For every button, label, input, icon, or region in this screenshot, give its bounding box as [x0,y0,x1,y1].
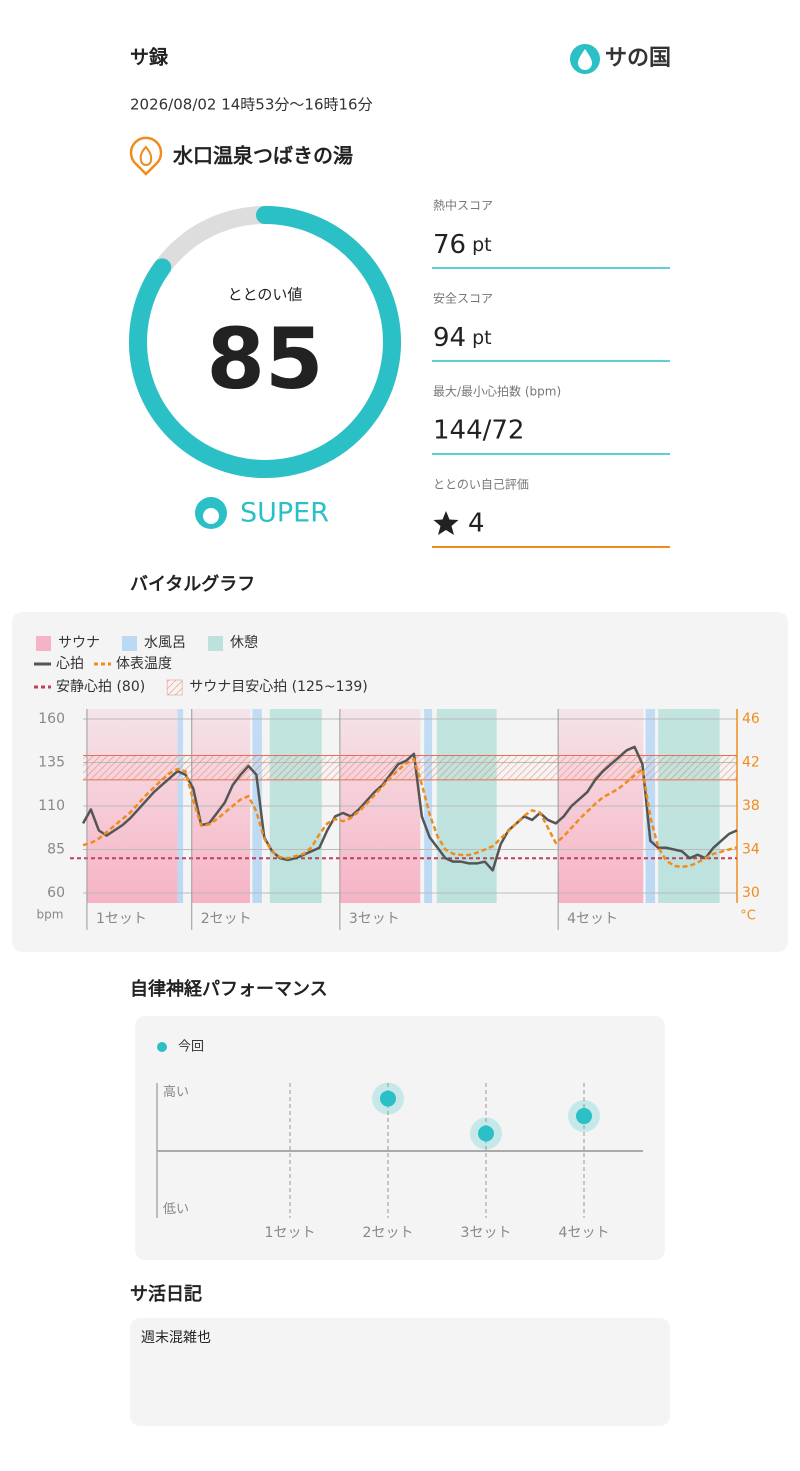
y2-tick-label: 34 [742,842,760,858]
stat-value: 76 pt [433,230,492,260]
legend-swatch [208,636,223,651]
facility-icon [129,136,163,176]
legend-swatch [122,636,137,651]
x-tick-label: 3セット [461,1225,512,1241]
point [576,1108,592,1125]
rank-icon-face [203,508,219,524]
section-title: 自律神経パフォーマンス [130,978,328,1000]
gauge-arc [129,206,401,478]
point [478,1125,494,1142]
legend-label: 休憩 [230,634,258,651]
stat-unit: pt [472,234,492,256]
point [380,1090,396,1107]
x-tick-label: 4セット [559,1225,610,1241]
y-tick-label: 60 [47,885,65,901]
flame-icon [139,145,153,166]
set-label: 4セット [567,911,618,927]
stat-label: 安全スコア [433,292,493,306]
y2-tick-label: 30 [742,885,760,901]
stat-unit: pt [472,327,492,349]
x-tick-label: 1セット [265,1225,316,1241]
y-tick-label: 135 [38,755,65,771]
y-tick-label: 低い [163,1202,189,1217]
y2-tick-label: 38 [742,798,760,814]
score-value: 85 [207,310,324,408]
legend-swatch [36,636,51,651]
star-icon [433,511,459,535]
datetime: 2026/08/02 14時53分〜16時16分 [130,96,373,114]
y2-tick-label: 46 [742,711,760,727]
legend-label: 心拍 [56,656,84,672]
series-line [81,745,738,872]
legend-label: サウナ目安心拍 (125~139) [189,679,368,695]
stat-label: 熱中スコア [433,198,493,213]
section-title: サ活日記 [130,1283,202,1305]
chart-panel [135,1016,665,1260]
set-label: 3セット [349,911,400,927]
stat-number: 76 [433,230,466,260]
stat-label: 最大/最小心拍数 (bpm) [433,384,561,399]
legend-label: 今回 [178,1039,204,1055]
legend-swatch [157,1042,167,1052]
vital-chart: 60 85 110 135 160 30 34 38 42 46 bpm °C 1セット 2セット 3セット… [34,634,760,930]
stat-value: 94 pt [433,323,492,353]
set-label: 2セット [201,911,252,927]
y2-tick-label: 42 [742,755,760,771]
y-tick-label: 85 [47,842,65,858]
legend-swatch [166,679,183,696]
diary-box [130,1318,670,1426]
y2-axis-unit: °C [740,909,756,924]
y-tick-label: 110 [38,798,65,814]
logo-text: サの国 [605,46,671,71]
score-label: ととのい値 [228,286,303,304]
y-tick-label: 高い [163,1084,189,1100]
series-line [82,757,738,869]
y-axis-unit: bpm [37,908,64,922]
stat-label: ととのい自己評価 [433,478,529,492]
logo-drop [578,49,592,70]
legend-label: 水風呂 [144,635,186,651]
stat-number: 94 [433,323,466,353]
y-tick-label: 160 [38,711,65,727]
stat-value: 4 [468,509,485,539]
facility-name: 水口温泉つばきの湯 [172,144,353,168]
x-tick-label: 2セット [363,1225,414,1241]
rank: SUPER [240,498,329,529]
set-label: 1セット [96,911,147,927]
section-title: バイタルグラフ [130,573,255,595]
diary-text: 週末混雑也 [141,1330,211,1346]
legend-label: 体表温度 [116,656,172,672]
page-title: サ録 [130,46,169,69]
legend-label: 安静心拍 (80) [56,679,145,695]
legend-label: サウナ [58,635,100,651]
stat-value: 144/72 [433,416,524,446]
